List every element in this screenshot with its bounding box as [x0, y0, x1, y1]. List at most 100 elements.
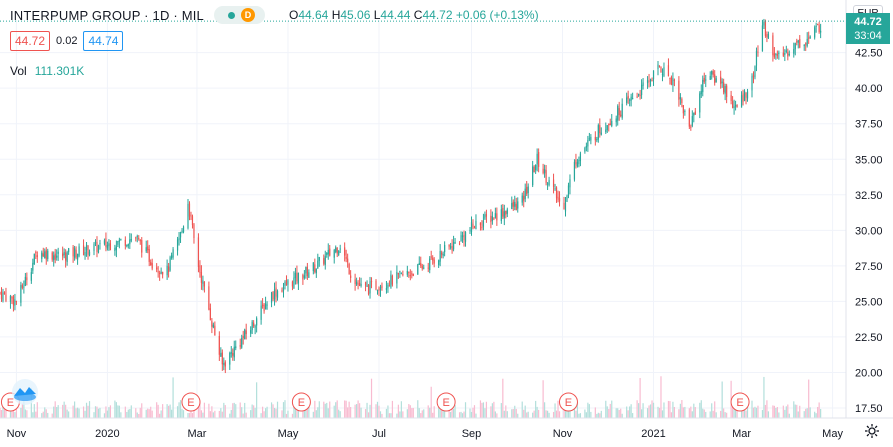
candle-body	[117, 241, 119, 245]
volume-bar	[584, 409, 586, 418]
time-axis-label: May	[822, 428, 843, 440]
candle-body	[335, 247, 337, 252]
candle-body	[660, 66, 662, 73]
candle-body	[794, 43, 796, 50]
candle-body	[732, 101, 734, 108]
volume-bar	[505, 405, 507, 418]
earnings-event-marker[interactable]: E	[558, 392, 578, 412]
candle-body	[420, 262, 422, 266]
candle-body	[5, 294, 7, 301]
candle-body	[96, 242, 98, 252]
market-status-pill[interactable]: D	[213, 6, 265, 24]
volume-bar	[379, 411, 382, 418]
candle-body	[97, 245, 100, 253]
volume-bar	[218, 410, 220, 418]
volume-bar	[74, 401, 76, 418]
volume-bar	[672, 401, 674, 418]
candle-body	[256, 318, 258, 326]
candle-body	[491, 216, 493, 221]
volume-bar	[117, 405, 119, 418]
candle-body	[514, 201, 516, 207]
candle-body	[649, 79, 652, 82]
candle-body	[587, 140, 589, 147]
volume-bar	[691, 411, 693, 418]
candle-body	[564, 202, 567, 212]
volume-bar	[317, 407, 319, 418]
candle-body	[115, 246, 117, 251]
candle-body	[793, 49, 795, 54]
candle-body	[535, 164, 537, 171]
volume-bar	[197, 401, 200, 418]
volume-bar	[108, 407, 110, 418]
volume-bar	[82, 406, 85, 418]
candle-body	[56, 255, 58, 258]
volume-bar	[338, 409, 340, 418]
candle-body	[347, 258, 349, 263]
volume-bar	[235, 404, 237, 418]
volume-bar	[129, 408, 131, 418]
candle-body	[521, 195, 523, 203]
candle-body	[239, 345, 241, 347]
volume-bar	[494, 411, 496, 418]
volume-bar	[785, 406, 787, 418]
candle-body	[690, 126, 692, 128]
time-axis-label: Mar	[732, 428, 751, 440]
symbol-title[interactable]: INTERPUMP GROUP · 1D · MIL	[10, 7, 204, 23]
candle-body	[68, 248, 70, 253]
candle-body	[755, 50, 758, 66]
volume-bar	[308, 405, 310, 418]
volume-bar	[632, 413, 634, 418]
volume-bar	[66, 409, 68, 418]
volume-bar	[397, 404, 399, 418]
volume-bar	[775, 407, 777, 418]
candle-body	[545, 170, 547, 183]
volume-bar	[297, 410, 300, 418]
volume-bar	[524, 405, 526, 418]
volume-bar	[496, 413, 498, 418]
earnings-event-marker[interactable]: E	[730, 392, 750, 412]
candle-body	[524, 188, 526, 199]
sell-button[interactable]: 44.72	[10, 31, 51, 51]
candle-body	[542, 168, 544, 173]
volume-bar	[93, 412, 95, 418]
candle-body	[796, 41, 798, 43]
candle-body	[357, 283, 359, 285]
candle-body	[412, 273, 414, 276]
candle-body	[400, 272, 402, 274]
volume-bar	[120, 412, 122, 418]
volume-bar	[734, 404, 737, 418]
candle-body	[461, 235, 464, 238]
volume-bar	[356, 404, 358, 418]
candle-body	[84, 252, 86, 257]
volume-bar	[512, 408, 514, 418]
volume-bar	[682, 407, 684, 418]
candle-body	[590, 136, 592, 141]
buy-button[interactable]: 44.74	[83, 31, 124, 51]
earnings-event-marker[interactable]: E	[436, 392, 456, 412]
volume-bar	[503, 410, 505, 418]
candle-body	[578, 159, 580, 165]
volume-bar	[521, 401, 523, 418]
volume-bar	[72, 405, 74, 418]
volume-bar	[432, 412, 434, 418]
volume-bar	[699, 402, 701, 418]
candle-body	[367, 284, 370, 294]
settings-gear-icon[interactable]	[860, 419, 884, 443]
volume-bar	[646, 408, 649, 418]
volume-bar	[563, 409, 565, 418]
candle-body	[642, 82, 644, 86]
earnings-event-marker[interactable]: E	[291, 392, 311, 412]
candle-body	[230, 352, 232, 354]
volume-bar	[56, 407, 58, 418]
volume-bar	[244, 402, 246, 418]
tradingview-logo[interactable]	[6, 379, 44, 405]
volume-bar	[797, 411, 799, 418]
candle-body	[766, 34, 768, 37]
earnings-event-marker[interactable]: E	[181, 392, 201, 412]
earnings-event-label: E	[736, 397, 743, 409]
candle-body	[303, 275, 305, 278]
volume-bar	[84, 410, 86, 418]
price-axis: 17.50 20.00 22.50 25.00 27.50 30.00 32.50 35.00…	[845, 0, 883, 418]
time-axis-label: Mar	[187, 428, 206, 440]
